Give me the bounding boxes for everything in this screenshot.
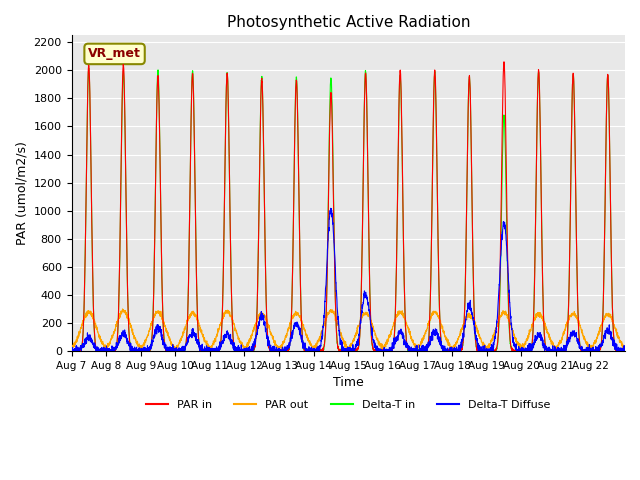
Text: VR_met: VR_met xyxy=(88,48,141,60)
Y-axis label: PAR (umol/m2/s): PAR (umol/m2/s) xyxy=(15,141,28,245)
X-axis label: Time: Time xyxy=(333,376,364,389)
Title: Photosynthetic Active Radiation: Photosynthetic Active Radiation xyxy=(227,15,470,30)
Legend: PAR in, PAR out, Delta-T in, Delta-T Diffuse: PAR in, PAR out, Delta-T in, Delta-T Dif… xyxy=(141,396,556,415)
